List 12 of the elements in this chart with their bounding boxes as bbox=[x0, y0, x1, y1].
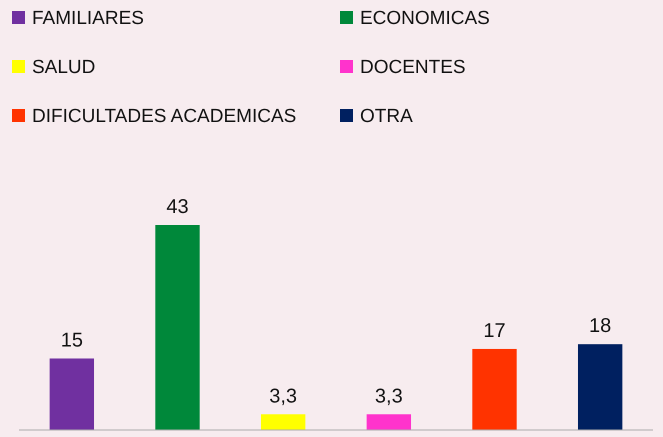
data-label: 15 bbox=[60, 329, 83, 352]
data-label: 3,3 bbox=[374, 385, 403, 408]
legend-label: FAMILIARES bbox=[32, 8, 144, 29]
data-label: 18 bbox=[589, 315, 612, 338]
legend-label: OTRA bbox=[360, 106, 414, 127]
data-label: 3,3 bbox=[269, 385, 298, 408]
legend-label: SALUD bbox=[32, 57, 96, 78]
legend-label: DIFICULTADES ACADEMICAS bbox=[32, 106, 296, 127]
legend-label: DOCENTES bbox=[360, 57, 466, 78]
data-label: 17 bbox=[483, 320, 506, 342]
data-label: 43 bbox=[166, 196, 189, 218]
legend-label: ECONOMICAS bbox=[360, 8, 490, 29]
